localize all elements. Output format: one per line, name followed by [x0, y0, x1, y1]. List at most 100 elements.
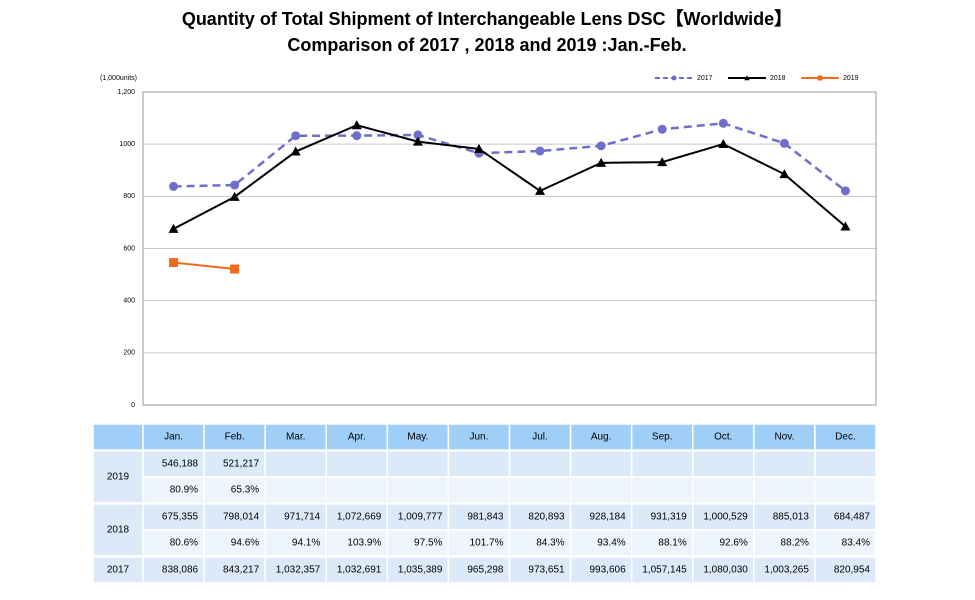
table-value: 1,032,691	[337, 565, 382, 576]
y-axis-label: (1,000units)	[100, 75, 137, 82]
table-cell	[692, 476, 755, 504]
table-value: 684,487	[834, 512, 871, 523]
table-value: 97.5%	[414, 538, 442, 549]
table-value: 838,086	[162, 565, 199, 576]
table-cell	[386, 556, 450, 584]
marker	[169, 181, 179, 191]
row-header: 2018	[107, 525, 130, 536]
table-value: 965,298	[467, 565, 504, 576]
table-cell	[92, 556, 144, 584]
y-tick-label: 800	[123, 193, 135, 200]
table-value: 80.6%	[170, 538, 198, 549]
legend-label: 2018	[770, 75, 786, 82]
table-cell	[325, 476, 389, 504]
marker	[169, 258, 179, 268]
table-value: 675,355	[162, 512, 199, 523]
marker	[840, 186, 850, 196]
marker	[779, 169, 790, 179]
table-value: 65.3%	[231, 485, 259, 496]
marker	[657, 157, 668, 167]
table-cell	[203, 556, 266, 584]
table-cell	[142, 556, 205, 584]
table-value: 94.6%	[231, 538, 259, 549]
table-cell	[630, 556, 694, 584]
series-line	[173, 122, 847, 192]
column-header: Apr.	[348, 432, 366, 443]
table-value: 1,057,145	[642, 565, 687, 576]
table-value: 798,014	[223, 512, 260, 523]
legend-marker	[671, 75, 677, 81]
y-tick-label: 0	[131, 402, 135, 409]
marker	[230, 180, 240, 190]
legend-label: 2017	[697, 75, 713, 82]
table-cell	[814, 503, 877, 531]
marker	[596, 157, 607, 167]
column-header: Sep.	[652, 432, 673, 443]
table-value: 1,009,777	[398, 512, 443, 523]
table-value: 521,217	[223, 459, 260, 470]
table-cell	[692, 423, 755, 451]
y-tick-label: 600	[123, 245, 135, 252]
table-cell	[386, 476, 450, 504]
table-value: 993,606	[590, 565, 627, 576]
table-value: 88.1%	[658, 538, 686, 549]
table-cell	[814, 423, 877, 451]
table-cell	[814, 529, 877, 557]
table-value: 931,319	[651, 512, 688, 523]
marker	[473, 143, 484, 153]
table-cell	[142, 423, 205, 451]
table-value: 971,714	[284, 512, 321, 523]
column-header: Dec.	[835, 432, 856, 443]
table-cell	[264, 423, 327, 451]
table-value: 1,032,357	[276, 565, 321, 576]
column-header: Jun.	[470, 432, 489, 443]
column-header: Feb.	[225, 432, 245, 443]
table-cell	[814, 476, 877, 504]
table-cell	[447, 476, 511, 504]
table-cell	[92, 423, 144, 451]
marker	[229, 191, 240, 201]
table-value: 820,954	[834, 565, 871, 576]
table-cell	[569, 423, 633, 451]
table-value: 83.4%	[842, 538, 870, 549]
table-value: 1,003,265	[764, 565, 809, 576]
table-value: 88.2%	[781, 538, 809, 549]
marker	[413, 130, 423, 140]
table-value: 546,188	[162, 459, 199, 470]
table-value: 843,217	[223, 565, 260, 576]
column-header: May.	[407, 432, 428, 443]
table-cell	[325, 450, 389, 478]
table-cell	[692, 450, 755, 478]
table-cell	[142, 450, 205, 478]
table-cell	[142, 529, 205, 557]
marker	[596, 141, 606, 151]
table-cell	[325, 423, 389, 451]
marker	[352, 131, 362, 141]
table-value: 973,651	[528, 565, 565, 576]
table-value: 885,013	[773, 512, 810, 523]
y-tick-label: 1,200	[117, 89, 135, 96]
chart-title: Quantity of Total Shipment of Interchang…	[182, 9, 792, 29]
table-cell	[630, 450, 694, 478]
marker	[840, 221, 851, 231]
marker	[657, 124, 667, 134]
table-cell	[814, 556, 877, 584]
table-cell	[630, 503, 694, 531]
legend-marker	[817, 75, 823, 81]
legend-marker	[744, 75, 750, 81]
table-cell	[447, 450, 511, 478]
column-header: Jul.	[532, 432, 548, 443]
marker	[718, 139, 729, 149]
marker	[230, 264, 240, 274]
table-cell	[692, 556, 755, 584]
marker	[290, 146, 301, 156]
table-cell	[92, 450, 144, 504]
table-cell	[753, 503, 816, 531]
table-cell	[753, 450, 816, 478]
table-cell	[447, 529, 511, 557]
chart-subtitle: Comparison of 2017 , 2018 and 2019 :Jan.…	[287, 35, 686, 55]
table-cell	[508, 423, 572, 451]
marker	[535, 146, 545, 156]
table-value: 92.6%	[719, 538, 747, 549]
table-cell	[692, 529, 755, 557]
